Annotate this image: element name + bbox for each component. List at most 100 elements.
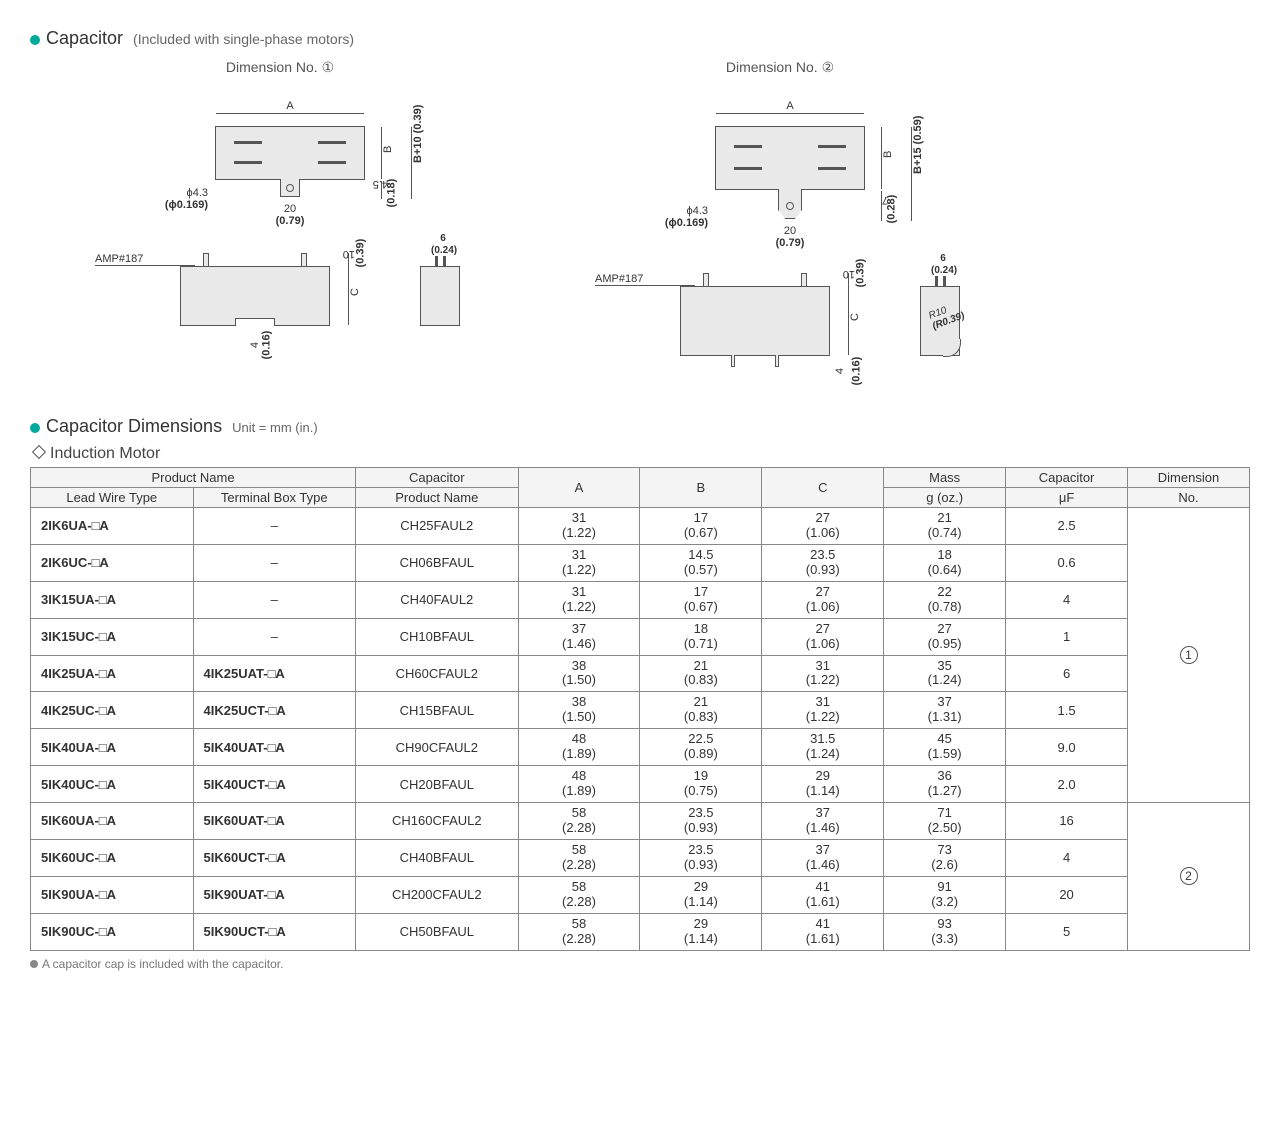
table-cell: 5IK90UA-□A [31,876,194,913]
table-cell: 37(1.46) [762,803,884,840]
section-title: Capacitor [46,28,123,49]
table-cell: 0.6 [1006,544,1128,581]
table-cell: 91(3.2) [884,876,1006,913]
table-cell: 2.0 [1006,766,1128,803]
table-subhead: Induction Motor [34,445,1250,463]
table-cell: 38(1.50) [518,655,640,692]
section-capacitor-heading: Capacitor (Included with single-phase mo… [30,28,1250,49]
dim-bext: B+10 (0.39) [412,105,424,163]
table-cell: 27(1.06) [762,618,884,655]
table-cell: 18(0.64) [884,544,1006,581]
table-row: 5IK60UC-□A5IK60UCT-□ACH40BFAUL58(2.28)23… [31,839,1250,876]
unit-note: Unit = mm (in.) [232,420,318,435]
table-cell: CH06BFAUL [356,544,519,581]
table-cell: 5IK90UAT-□A [193,876,356,913]
dim-pinh-2: 10 [843,268,855,280]
th-mass2: g (oz.) [884,488,1006,508]
dim-tabh2-2: (0.28) [886,195,898,224]
th-uf2: μF [1006,488,1128,508]
th-capacitor: Capacitor [356,468,519,488]
dim-pinh2: (0.39) [355,239,367,268]
table-cell: 37(1.46) [518,618,640,655]
table-cell: 6 [1006,655,1128,692]
table-cell: 27(1.06) [762,508,884,545]
table-cell: 29(1.14) [762,766,884,803]
subhead-text: Induction Motor [50,445,160,462]
dim-hole2-2: (ϕ0.169) [650,217,708,229]
dim-bext-2: B+15 (0.59) [912,116,924,174]
table-cell: 3IK15UA-□A [31,581,194,618]
table-cell: 27(0.95) [884,618,1006,655]
table-cell: 4IK25UCT-□A [193,692,356,729]
table-cell: 21(0.83) [640,692,762,729]
table-cell: 17(0.67) [640,508,762,545]
table-row: 5IK90UC-□A5IK90UCT-□ACH50BFAUL58(2.28)29… [31,913,1250,950]
table-cell: 1 [1128,508,1250,803]
table-cell: – [193,544,356,581]
table-row: 4IK25UC-□A4IK25UCT-□ACH15BFAUL38(1.50)21… [31,692,1250,729]
th-term: Terminal Box Type [193,488,356,508]
table-cell: 93(3.3) [884,913,1006,950]
th-lead: Lead Wire Type [31,488,194,508]
table-cell: 22.5(0.89) [640,729,762,766]
dim-base: 4 [249,342,261,348]
table-cell: 45(1.59) [884,729,1006,766]
dim-tabh2: (0.18) [386,179,398,208]
table-row: 2IK6UC-□A–CH06BFAUL31(1.22)14.5(0.57)23.… [31,544,1250,581]
dim-tabw-2: 20 [776,225,805,237]
table-cell: CH25FAUL2 [356,508,519,545]
dim-a: A [284,100,295,112]
table-row: 3IK15UC-□A–CH10BFAUL37(1.46)18(0.71)27(1… [31,618,1250,655]
table-cell: 5IK40UA-□A [31,729,194,766]
table-cell: 31(1.22) [518,581,640,618]
table-cell: CH20BFAUL [356,766,519,803]
diamond-icon [32,445,46,459]
table-cell: 31(1.22) [518,544,640,581]
table-cell: 31(1.22) [518,508,640,545]
dim-hole-2: ϕ4.3 [650,205,708,217]
table-cell: 29(1.14) [640,913,762,950]
table-cell: 5IK60UAT-□A [193,803,356,840]
footnote-bullet-icon [30,960,38,968]
table-cell: 1 [1006,618,1128,655]
table-row: 4IK25UA-□A4IK25UAT-□ACH60CFAUL238(1.50)2… [31,655,1250,692]
diagram-1-side: AMP#187 10 (0.39) C 4 (0.16) [90,246,470,356]
table-cell: 5IK40UAT-□A [193,729,356,766]
dim-hole: ϕ4.3 [150,187,208,199]
table-cell: – [193,508,356,545]
table-row: 5IK40UC-□A5IK40UCT-□ACH20BFAUL48(1.89)19… [31,766,1250,803]
table-cell: 18(0.71) [640,618,762,655]
table-cell: CH160CFAUL2 [356,803,519,840]
th-c: C [762,468,884,508]
th-uf: Capacitor [1006,468,1128,488]
table-cell: 38(1.50) [518,692,640,729]
dim-b: B [382,146,394,153]
bullet-icon [30,423,40,433]
th-capn: Product Name [356,488,519,508]
th-a: A [518,468,640,508]
amp-label-2: AMP#187 [595,273,695,286]
dim-pinh: 10 [343,248,355,260]
th-b: B [640,468,762,508]
diagram-label-2: Dimension No. ② [726,59,834,76]
section-subtitle: (Included with single-phase motors) [133,31,354,47]
table-cell: 58(2.28) [518,876,640,913]
table-cell: 58(2.28) [518,913,640,950]
dim-b-2: B [882,151,894,158]
table-cell: CH15BFAUL [356,692,519,729]
section-dimensions-heading: Capacitor Dimensions Unit = mm (in.) [30,416,1250,437]
table-cell: 2.5 [1006,508,1128,545]
table-cell: 21(0.74) [884,508,1006,545]
table-cell: 17(0.67) [640,581,762,618]
dim-hole2: (ϕ0.169) [150,199,208,211]
th-dim2: No. [1128,488,1250,508]
table-cell: 41(1.61) [762,913,884,950]
th-mass: Mass [884,468,1006,488]
table-body: 2IK6UA-□A–CH25FAUL231(1.22)17(0.67)27(1.… [31,508,1250,951]
dim-c-2: C [849,313,861,321]
diagram-group-1: Dimension No. ① A B B+10 (0.39) 4.5 (0.1… [90,59,470,386]
diagram-label-1: Dimension No. ① [226,59,334,76]
table-cell: 58(2.28) [518,839,640,876]
dim-tabw2-2: (0.79) [776,237,805,249]
amp-label: AMP#187 [95,253,195,266]
